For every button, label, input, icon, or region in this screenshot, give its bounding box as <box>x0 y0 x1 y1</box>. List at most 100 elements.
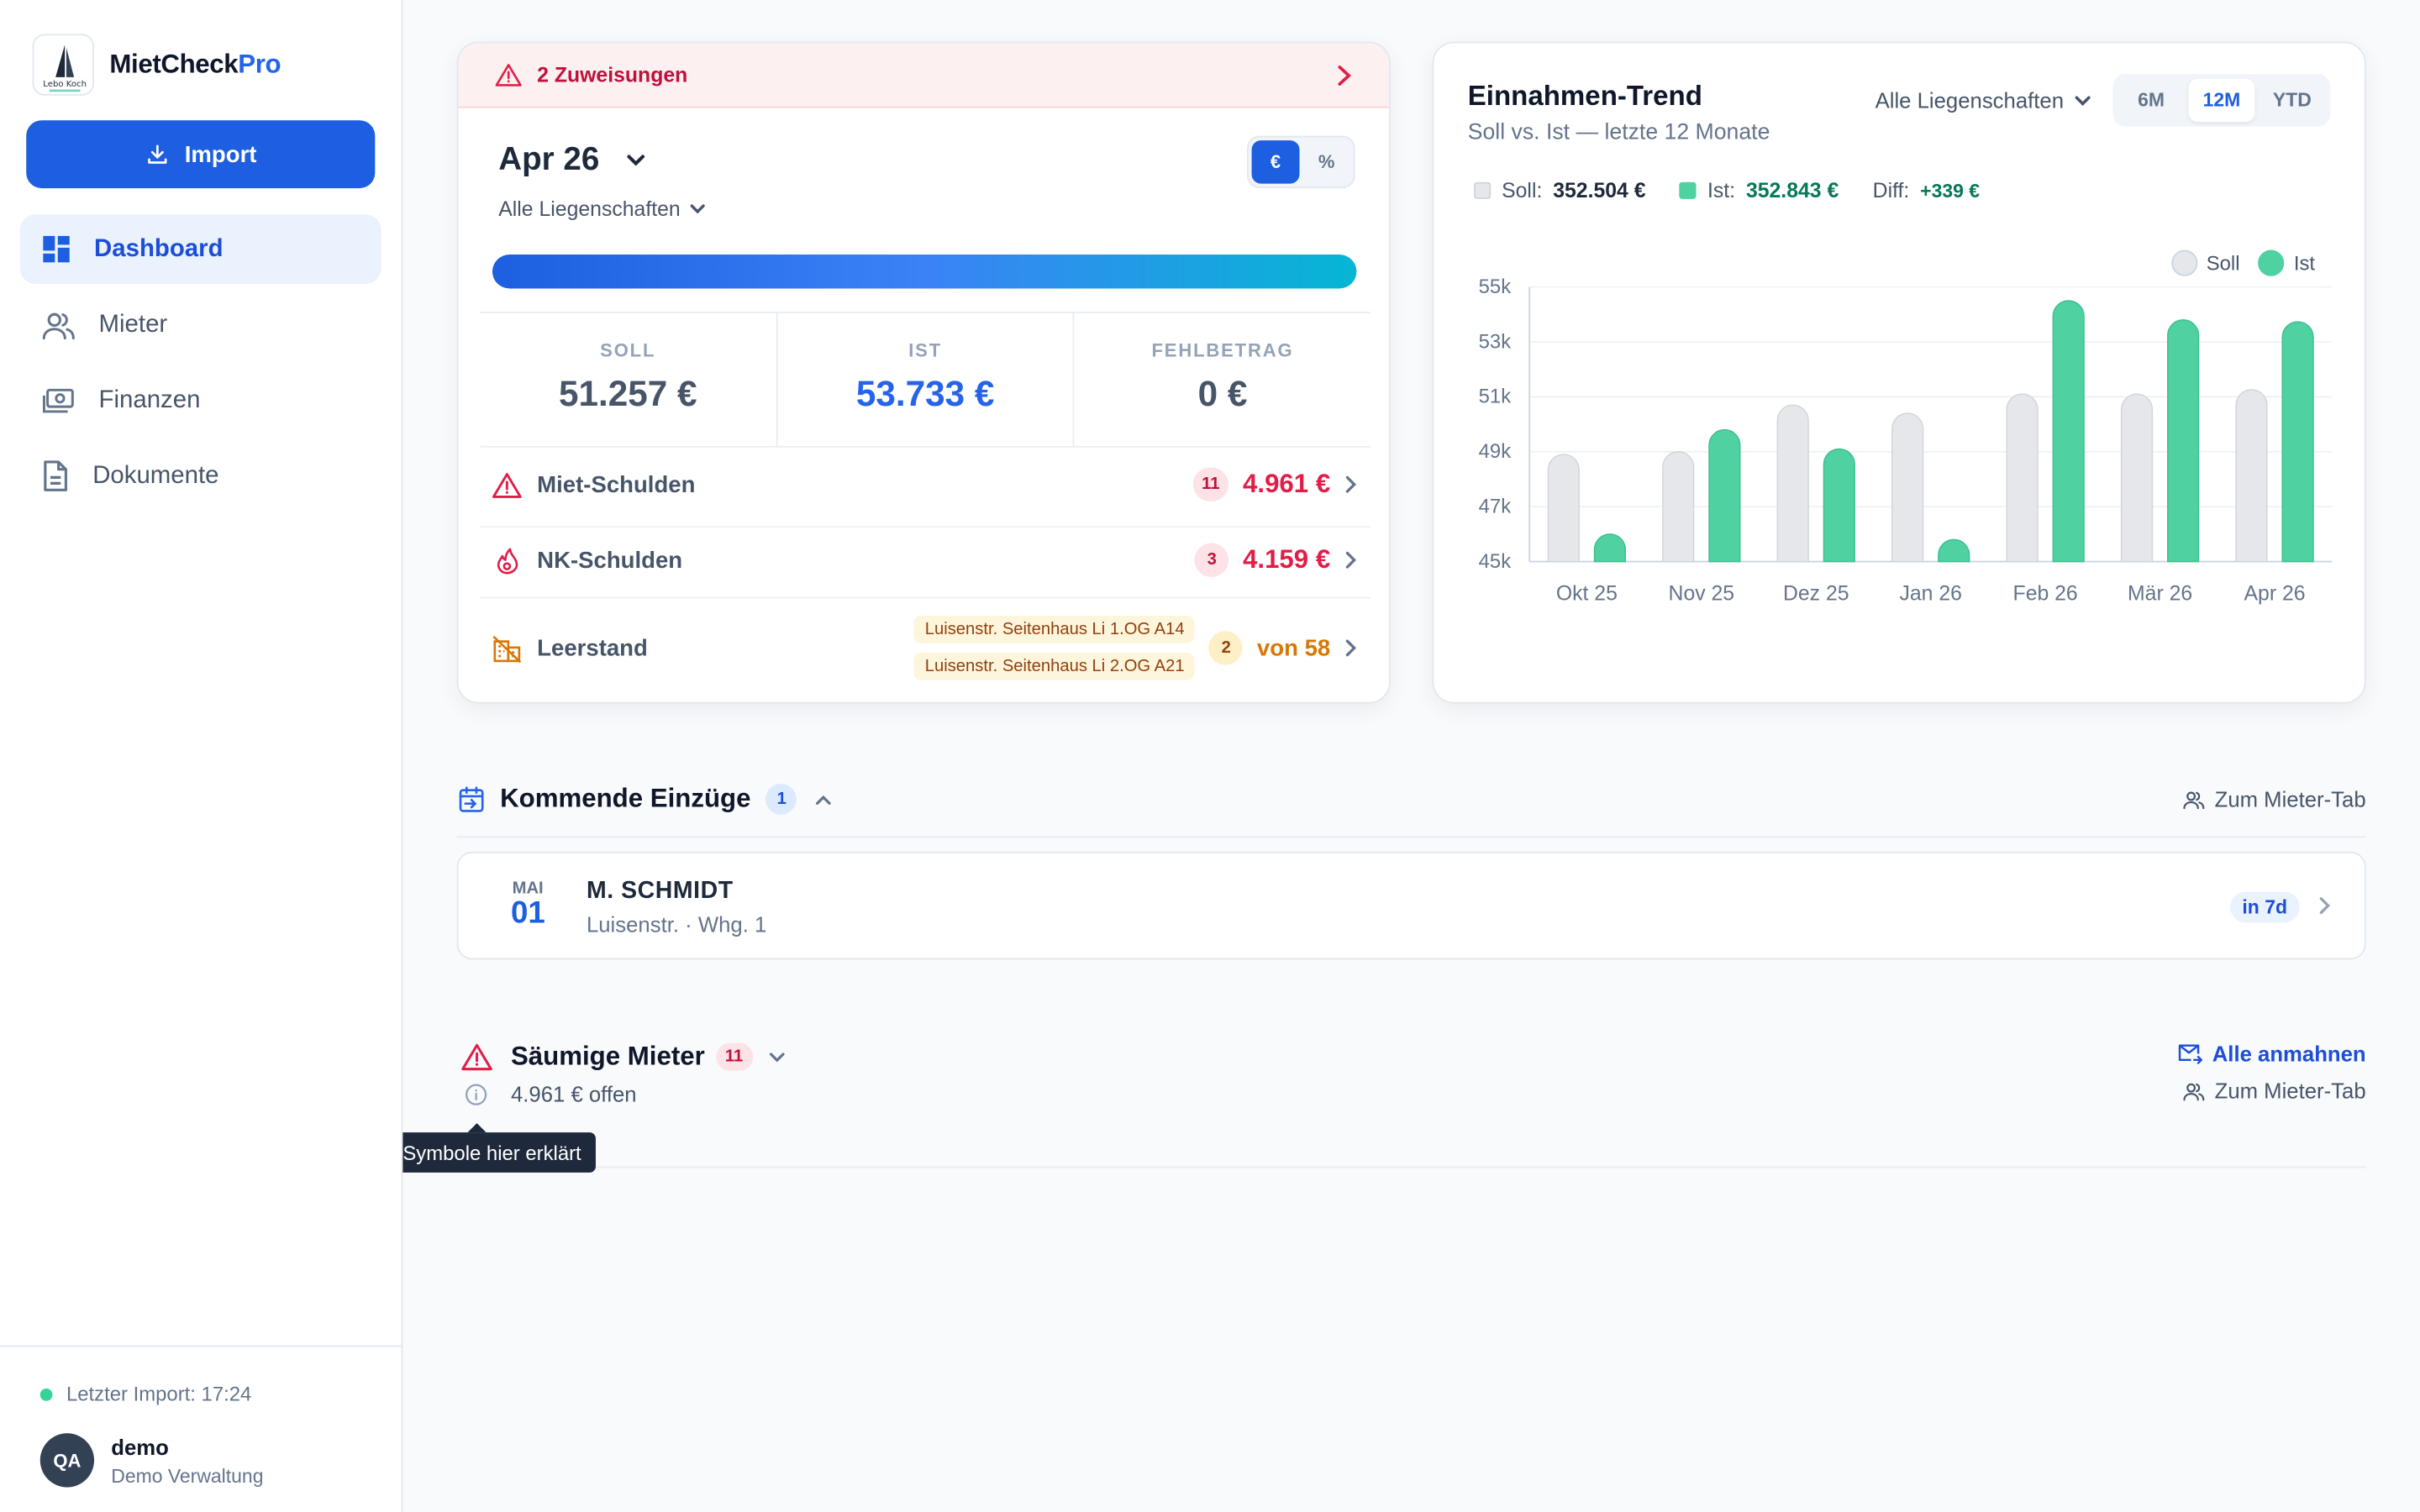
month-label: Apr 26 <box>498 141 600 178</box>
to-tenant-tab-link[interactable]: Zum Mieter-Tab <box>2182 787 2366 811</box>
move-in-section-header: Kommende Einzüge 1 Zum Mieter-Tab <box>457 784 2366 815</box>
nav-label: Finanzen <box>98 386 201 413</box>
trend-subtitle: Soll vs. Ist — letzte 12 Monate <box>1467 120 1770 145</box>
overdue-open-amount: 4.961 € offen <box>510 1081 637 1106</box>
move-in-entry[interactable]: MAI 01 M. SCHMIDT Luisenstr. · Whg. 1 in… <box>456 851 2366 960</box>
chevron-right-icon <box>1345 551 1357 569</box>
date-month: MAI <box>512 879 544 898</box>
brand[interactable]: Lebo Koch MietCheckPro <box>32 34 281 96</box>
stat-soll: SOLL 51.257 € <box>480 312 778 446</box>
month-selector[interactable]: Apr 26 <box>498 142 645 179</box>
nav-label: Dokumente <box>92 462 219 489</box>
bar-soll <box>1547 454 1580 563</box>
vacant-unit-tag[interactable]: Luisenstr. Seitenhaus Li 1.OG A14 <box>913 615 1196 643</box>
toggle-euro[interactable]: € <box>1251 140 1300 184</box>
bar-ist <box>1938 538 1970 563</box>
bar-ist <box>1593 533 1627 563</box>
chevron-up-icon[interactable] <box>816 794 833 805</box>
soll-total-label: Soll: <box>1502 179 1543 202</box>
avatar: QA <box>39 1433 95 1488</box>
nav-item-mieter[interactable]: Mieter <box>20 290 381 360</box>
money-icon <box>42 387 74 412</box>
y-tick-label: 53k <box>1479 330 1512 353</box>
stat-label: IST <box>908 339 943 361</box>
row-leerstand[interactable]: Leerstand Luisenstr. Seitenhaus Li 1.OG … <box>492 615 1357 680</box>
user-profile[interactable]: QA demo Demo Verwaltung <box>39 1433 264 1488</box>
x-tick-label: Nov 25 <box>1669 582 1735 605</box>
property-filter[interactable]: Alle Liegenschaften <box>498 197 705 221</box>
assignment-alert[interactable]: 2 Zuweisungen <box>458 43 1390 108</box>
range-ytd[interactable]: YTD <box>2272 89 2312 112</box>
stats-row: SOLL 51.257 € IST 53.733 € FEHLBETRAG 0 … <box>480 312 1370 448</box>
calendar-move-icon <box>459 785 484 811</box>
count-badge: 1 <box>765 784 797 815</box>
range-12m[interactable]: 12M <box>2187 78 2256 123</box>
alert-text: 2 Zuweisungen <box>537 63 688 87</box>
chart-legend: Soll Ist <box>2170 249 2316 276</box>
x-tick-label: Okt 25 <box>1556 582 1618 605</box>
link-label: Zum Mieter-Tab <box>2214 786 2366 812</box>
to-tenant-tab-link[interactable]: Zum Mieter-Tab <box>2182 1079 2366 1103</box>
chevron-right-icon <box>1345 475 1357 493</box>
range-6m[interactable]: 6M <box>2138 89 2165 112</box>
nav-item-dashboard[interactable]: Dashboard <box>19 214 381 284</box>
user-name: demo <box>111 1434 169 1459</box>
chevron-down-icon <box>628 155 645 166</box>
legend-ist-label: Ist <box>2293 251 2316 275</box>
bar-soll <box>2235 389 2268 563</box>
sidebar-footer: Letzter Import: 17:24 QA demo Demo Verwa… <box>0 1345 402 1512</box>
unit-toggle: € % <box>1247 135 1355 189</box>
row-miet-schulden[interactable]: Miet-Schulden 11 4.961 € <box>492 467 1357 501</box>
soll-total: 352.504 € <box>1553 179 1646 202</box>
trend-totals: Soll: 352.504 € Ist: 352.843 € Diff: +33… <box>1474 179 2013 202</box>
toggle-percent[interactable]: % <box>1318 150 1335 173</box>
remind-all-button[interactable]: Alle anmahnen <box>2178 1041 2366 1067</box>
nav-item-dokumente[interactable]: Dokumente <box>20 441 381 511</box>
diff-label: Diff: <box>1872 179 1910 202</box>
count-badge: 3 <box>1195 543 1229 577</box>
tenant-info: M. SCHMIDT Luisenstr. · Whg. 1 <box>587 878 766 937</box>
stat-value: 53.733 € <box>855 373 995 414</box>
bar-soll <box>2120 393 2154 563</box>
ist-swatch <box>1679 181 1697 199</box>
symbols-tooltip: Symbole hier erklärt <box>402 1123 596 1173</box>
soll-swatch <box>1474 181 1491 199</box>
chevron-right-icon <box>1345 639 1357 657</box>
bar-soll <box>1776 404 1809 563</box>
trend-property-filter[interactable]: Alle Liegenschaften <box>1876 88 2092 113</box>
brand-logo: Lebo Koch <box>32 34 95 96</box>
user-org: Demo Verwaltung <box>111 1464 264 1487</box>
bar-ist <box>1708 428 1741 563</box>
info-icon[interactable] <box>465 1082 488 1105</box>
x-tick-label: Apr 26 <box>2244 582 2306 605</box>
days-until-badge: in 7d <box>2229 891 2300 923</box>
mail-send-icon <box>2179 1044 2203 1064</box>
import-button[interactable]: Import <box>26 120 376 189</box>
row-label: NK-Schulden <box>537 547 683 574</box>
move-in-date: MAI 01 <box>510 879 545 932</box>
x-tick-label: Feb 26 <box>2013 582 2078 605</box>
vacant-unit-tag[interactable]: Luisenstr. Seitenhaus Li 2.OG A21 <box>913 652 1196 680</box>
date-day: 01 <box>510 896 545 931</box>
y-tick-label: 51k <box>1479 386 1512 408</box>
row-nk-schulden[interactable]: NK-Schulden 3 4.159 € <box>492 543 1357 577</box>
trend-title: Einnahmen-Trend <box>1467 80 1702 112</box>
stat-label: SOLL <box>600 339 656 361</box>
y-tick-label: 49k <box>1479 440 1512 463</box>
dashboard-icon <box>43 235 70 263</box>
chevron-down-icon[interactable] <box>768 1052 785 1063</box>
bar-ist <box>1823 448 1855 563</box>
bar-soll <box>2006 393 2039 563</box>
warning-icon <box>492 472 522 497</box>
diff-value: +339 € <box>1920 179 1981 202</box>
ist-total-label: Ist: <box>1707 179 1736 202</box>
stat-label: FEHLBETRAG <box>1151 339 1294 361</box>
nav-item-finanzen[interactable]: Finanzen <box>20 365 381 435</box>
bar-soll <box>1662 451 1695 563</box>
legend-soll-dot <box>2170 249 2197 276</box>
brand-name: MietCheckPro <box>109 49 281 79</box>
link-label: Alle anmahnen <box>2212 1041 2366 1067</box>
stat-value: 0 € <box>1197 373 1248 414</box>
amount: 4.159 € <box>1243 544 1331 575</box>
stat-fehlbetrag: FEHLBETRAG 0 € <box>1075 313 1370 446</box>
